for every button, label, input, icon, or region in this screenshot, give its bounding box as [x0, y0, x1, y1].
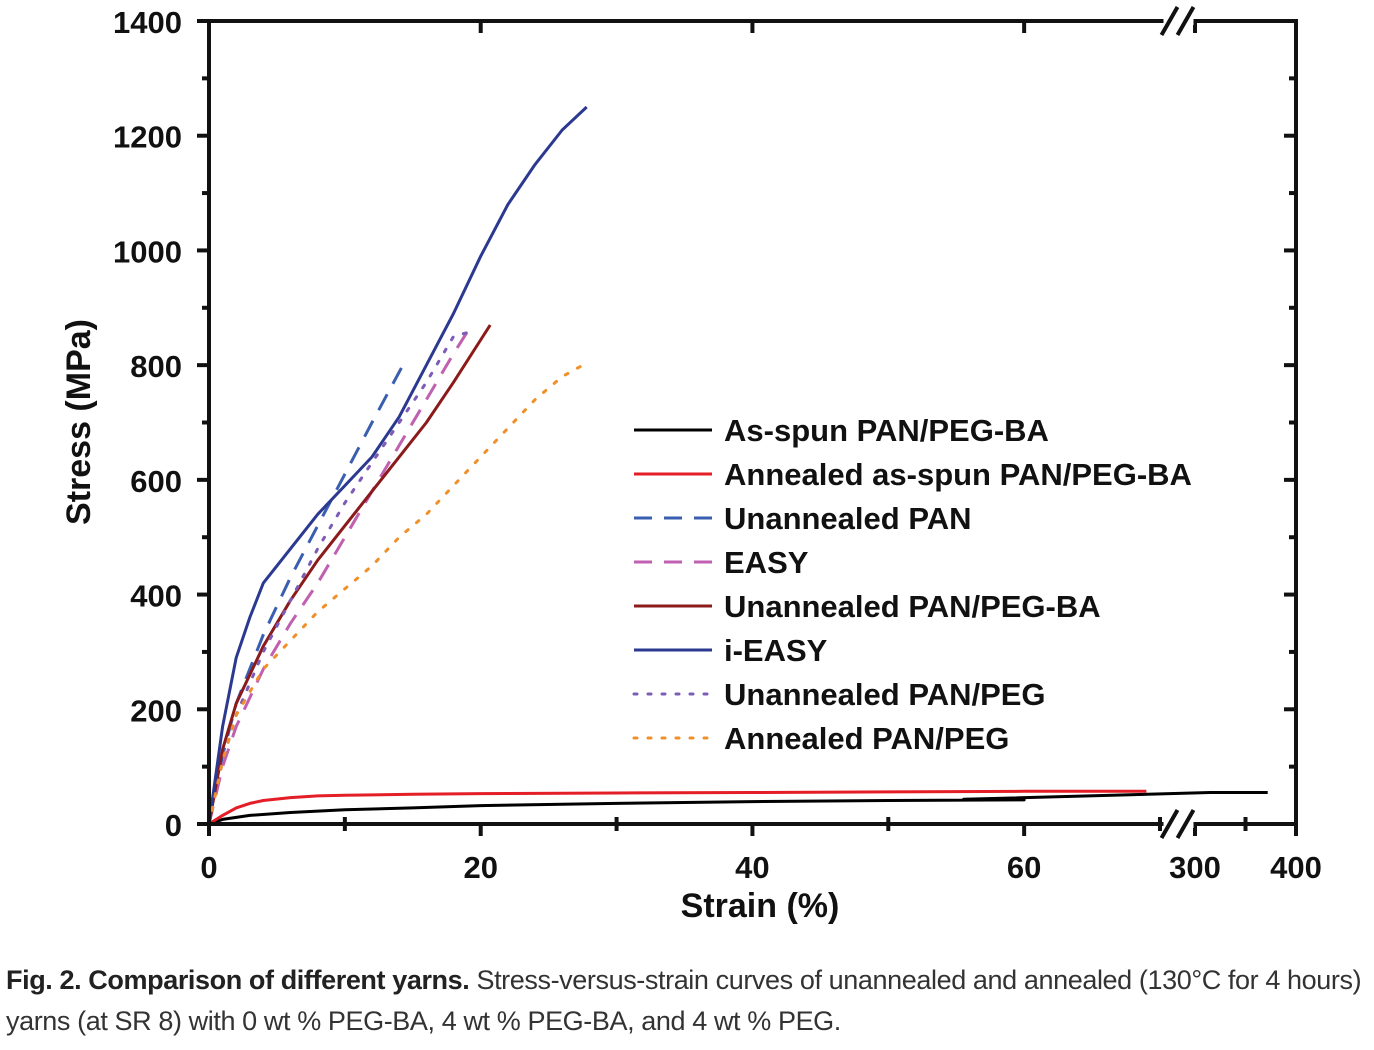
axis-break-marks — [1159, 6, 1196, 839]
series-line-1 — [208, 789, 1147, 826]
series-lines — [207, 105, 1268, 826]
legend-label: Unannealed PAN/PEG — [724, 677, 1046, 712]
axis-break-gap — [1163, 17, 1194, 25]
axis-break-slash — [1175, 809, 1196, 839]
x-tick-label: 20 — [463, 850, 497, 885]
series-line-5 — [207, 105, 588, 825]
axis-break-slash — [1159, 6, 1180, 36]
x-tick-label: 400 — [1270, 850, 1322, 885]
legend-label: Annealed as-spun PAN/PEG-BA — [724, 457, 1192, 492]
series-line-3 — [207, 327, 472, 825]
legend-label: Annealed PAN/PEG — [724, 721, 1009, 756]
y-tick-label: 400 — [130, 579, 182, 614]
caption-lead: Fig. 2. Comparison of different yarns. — [6, 965, 470, 995]
y-tick-label: 600 — [130, 464, 182, 499]
x-tick-label: 0 — [200, 850, 217, 885]
legend-label: i-EASY — [724, 633, 828, 668]
x-tick-label: 300 — [1169, 850, 1221, 885]
y-tick-label: 1000 — [113, 234, 182, 269]
legend: As-spun PAN/PEG-BA Annealed as-spun PAN/P… — [632, 413, 1192, 756]
caption-text: Stress-versus-strain curves of unanneale… — [6, 965, 1362, 1036]
axis-break-gap — [1163, 820, 1194, 828]
stress-strain-chart: 0 200 400 600 800 1000 1200 1400 0 20 40 60 300 400 S… — [60, 5, 1322, 925]
y-tick-label: 1200 — [113, 120, 182, 155]
y-tick-label: 0 — [165, 808, 182, 843]
series-line-7 — [207, 360, 590, 826]
series-line-2 — [207, 358, 408, 825]
axis-break-slash — [1175, 6, 1196, 36]
legend-label: EASY — [724, 545, 809, 580]
x-axis-label: Strain (%) — [681, 887, 840, 925]
legend-label: Unannealed PAN/PEG-BA — [724, 589, 1101, 624]
series-line-4 — [207, 324, 492, 825]
series-line-6 — [207, 329, 476, 826]
series-line-0 — [208, 791, 1268, 826]
y-axis-label: Stress (MPa) — [60, 319, 98, 525]
tick-labels: 0 200 400 600 800 1000 1200 1400 0 20 40 60 300 400 — [113, 5, 1322, 885]
axis-break-slash — [1159, 809, 1180, 839]
x-tick-label: 40 — [735, 850, 769, 885]
y-tick-label: 1400 — [113, 5, 182, 40]
legend-label: Unannealed PAN — [724, 501, 971, 536]
y-tick-label: 200 — [130, 693, 182, 728]
figure-caption: Fig. 2. Comparison of different yarns. S… — [6, 960, 1368, 1042]
y-tick-label: 800 — [130, 349, 182, 384]
x-tick-label: 60 — [1007, 850, 1041, 885]
plot-frame — [207, 19, 1298, 826]
legend-label: As-spun PAN/PEG-BA — [724, 413, 1049, 448]
